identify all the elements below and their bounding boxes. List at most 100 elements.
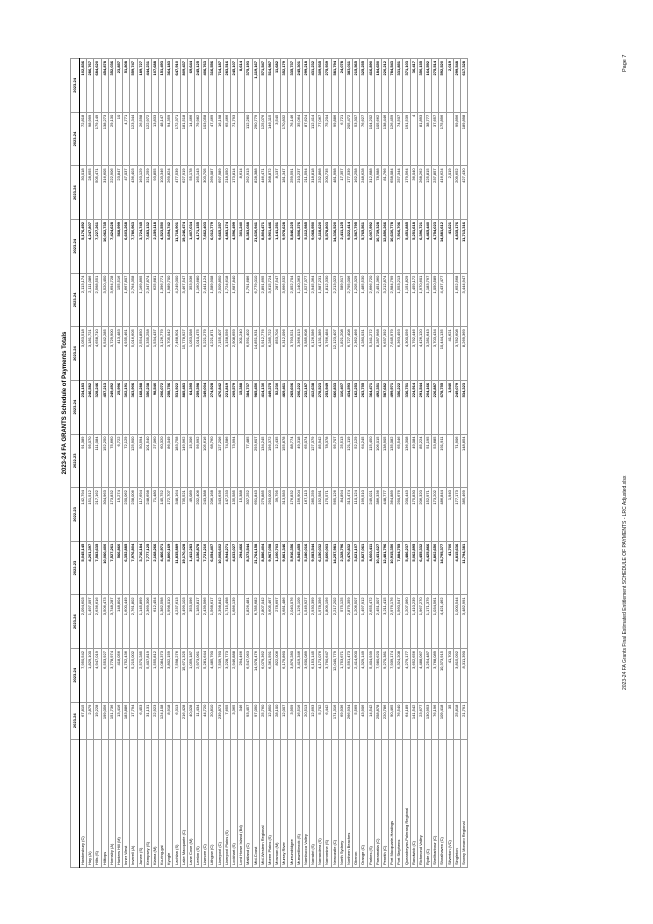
- council-name-cell: Junee (S): [137, 739, 145, 868]
- value-cell: 1,652,568: [453, 273, 461, 327]
- column-header: 2023-24: [70, 219, 80, 274]
- value-cell: 2,414,600: [352, 648, 360, 703]
- value-cell: 2,908,659: [230, 326, 238, 381]
- table-row: Narrandera (S) 5,702 4,173,076 1,978,356 6,1…: [316, 58, 324, 868]
- value-cell: 853,704: [273, 326, 281, 381]
- value-cell: 23,677: [417, 702, 425, 740]
- value-cell: 49,089: [187, 487, 195, 542]
- value-cell: 78,378: [323, 434, 332, 488]
- value-cell: 4,771: [122, 112, 130, 166]
- value-cell: 3,482,991: [460, 594, 468, 649]
- value-cell: 65,074: [302, 434, 310, 488]
- value-cell: 985,450: [252, 380, 260, 435]
- value-cell: 7,424,628: [108, 219, 116, 274]
- value-cell: 4,944,271: [223, 541, 231, 595]
- value-cell: 2,113,174: [79, 273, 87, 327]
- council-name-cell: Kempsey (S): [144, 739, 152, 868]
- value-cell: 2,168,266: [151, 541, 159, 595]
- value-cell: 6,591,473: [345, 648, 353, 703]
- value-cell: 275,514: [431, 58, 439, 113]
- value-cell: 183,758: [172, 434, 181, 488]
- value-cell: 172,371: [172, 112, 181, 166]
- council-name-cell: Narromine (S): [323, 739, 332, 868]
- value-cell: 5,221,279: [201, 326, 209, 381]
- value-cell: 138,446: [381, 112, 389, 166]
- value-cell: 110,407: [338, 380, 346, 435]
- value-cell: 283,516: [223, 58, 231, 113]
- table-row: Kempsey (S) 31,131 5,407,819 2,369,306 7,777…: [144, 58, 152, 868]
- council-name-cell: Queanbeyan-Palerang Regional: [402, 739, 411, 868]
- value-cell: 565,126: [331, 487, 339, 542]
- value-cell: 335,737: [287, 58, 296, 113]
- value-cell: 8,886,404: [259, 541, 267, 595]
- value-cell: 7,777,125: [144, 541, 152, 595]
- table-row: North Sydney 69,936 1,753,671 575,125 2,328,…: [338, 58, 346, 868]
- value-cell: 3,158,556: [223, 326, 231, 381]
- value-cell: 714,187: [216, 58, 224, 113]
- value-cell: 21,764,158: [252, 541, 260, 595]
- value-cell: 99,896: [453, 112, 461, 166]
- value-cell: 211,594: [302, 165, 310, 220]
- value-cell: 7,721,210: [201, 541, 209, 595]
- value-cell: 10,008,602: [216, 541, 224, 595]
- value-cell: 103,346: [158, 165, 166, 220]
- value-cell: 148,854: [460, 434, 468, 488]
- value-cell: 1,686,139: [230, 594, 238, 649]
- value-cell: 4,465,440: [424, 219, 432, 274]
- table-row: Port Stephens 76,540 6,324,208 1,560,547 7,8…: [395, 58, 403, 868]
- value-cell: 87,624: [302, 112, 310, 166]
- value-cell: 3,053,518: [79, 326, 87, 381]
- value-cell: 36,040: [410, 165, 418, 220]
- value-cell: 4,279,177: [402, 648, 411, 703]
- value-cell: 1,053,098: [187, 326, 195, 381]
- value-cell: 2,052,704: [287, 273, 296, 327]
- value-cell: 7,884,755: [395, 541, 403, 595]
- value-cell: 14,881,612: [438, 219, 447, 274]
- council-name-cell: Silverton (VC): [446, 739, 454, 868]
- value-cell: 5,800,169: [165, 541, 173, 595]
- value-cell: 2,411,125: [338, 219, 346, 274]
- value-cell: 383,011: [345, 58, 353, 113]
- value-cell: 127,379: [309, 434, 317, 488]
- value-cell: 2,328,796: [338, 541, 346, 595]
- value-cell: 10,739,328: [374, 219, 382, 274]
- value-cell: 269,824: [165, 165, 173, 220]
- value-cell: 60,320: [158, 434, 166, 488]
- value-cell: 15,388: [237, 380, 245, 435]
- value-cell: 4,947,019: [93, 648, 102, 703]
- value-cell: 127,206: [216, 434, 224, 488]
- value-cell: 3,793,521: [287, 326, 296, 381]
- value-cell: 232,868: [316, 165, 324, 220]
- value-cell: 5,176,492: [79, 219, 87, 274]
- value-cell: 39,795: [273, 487, 281, 542]
- value-cell: 4,421,462: [438, 594, 447, 649]
- council-name-cell: Penrith (C): [381, 739, 389, 868]
- value-cell: 179,564: [402, 165, 411, 220]
- value-cell: 103,058: [201, 112, 209, 166]
- value-cell: 3,802,159: [165, 648, 173, 703]
- value-cell: 386,336: [374, 487, 382, 542]
- value-cell: 7,227,261: [93, 219, 102, 274]
- value-cell: 3,585,608: [302, 326, 310, 381]
- value-cell: 1,183,797: [424, 273, 432, 327]
- value-cell: 1,100,703: [273, 541, 281, 595]
- value-cell: 259,398: [194, 380, 202, 435]
- value-cell: 122,972: [144, 112, 152, 166]
- table-row: Orange (C) 43,906 4,329,149 1,497,912 5,827,…: [359, 58, 367, 868]
- table-row: Murrumbidgee 3,959 3,876,280 2,040,076 5,916…: [287, 58, 296, 868]
- council-name-cell: Murray River: [280, 739, 288, 868]
- council-name-cell: Singleton: [453, 739, 461, 868]
- value-cell: 69,936: [338, 702, 346, 740]
- value-cell: 135,585: [230, 487, 238, 542]
- value-cell: 111,084: [93, 434, 102, 488]
- value-cell: 220,212: [381, 58, 389, 113]
- value-cell: 206,072: [158, 380, 166, 435]
- value-cell: 7,655: [223, 702, 231, 740]
- table-row: Silverton (VC) 35 41,700 41,700 1,940 1,940 41…: [446, 58, 454, 868]
- table-row: Parramatta (C) 258,878 7,980,620 2,451,007 1…: [374, 58, 382, 868]
- value-cell: 138,905: [381, 434, 389, 488]
- value-cell: 4,300,056: [402, 326, 411, 381]
- value-cell: 5,912,776: [259, 326, 267, 381]
- table-row: Hawkesbury (C) 67,815 7,950,542 2,094,603 5,…: [79, 58, 87, 868]
- value-cell: 72,818: [79, 112, 87, 166]
